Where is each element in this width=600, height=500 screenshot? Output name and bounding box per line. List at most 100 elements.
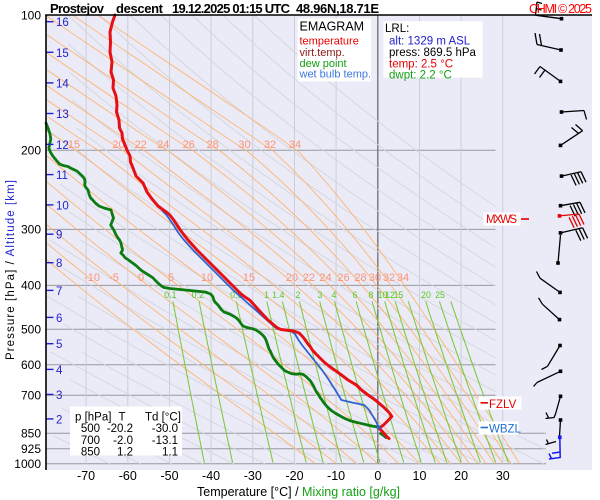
svg-text:LRL:: LRL:	[385, 23, 409, 35]
svg-text:MXWS: MXWS	[486, 214, 517, 226]
svg-text:11: 11	[56, 170, 68, 182]
svg-text:19.12.2025 01:15 UTC: 19.12.2025 01:15 UTC	[172, 1, 291, 16]
svg-text:850: 850	[21, 427, 41, 441]
svg-text:6: 6	[56, 313, 62, 325]
svg-text:22: 22	[135, 139, 147, 151]
svg-text:9: 9	[56, 230, 62, 242]
svg-text:500: 500	[81, 423, 100, 435]
svg-text:3: 3	[56, 390, 62, 402]
svg-text:-40: -40	[202, 469, 220, 483]
svg-text:Pressure [hPa] / Altitude [k: Pressure [hPa] / Altitude [km]	[5, 180, 17, 360]
svg-text:12: 12	[56, 140, 69, 152]
svg-text:EMAGRAM: EMAGRAM	[300, 20, 365, 34]
svg-text:press: 869.5 hPa: press: 869.5 hPa	[389, 47, 477, 59]
svg-text:24: 24	[319, 272, 331, 284]
svg-text:26: 26	[337, 272, 349, 284]
svg-text:30: 30	[496, 469, 510, 483]
svg-text:alt: 1329 m ASL: alt: 1329 m ASL	[389, 36, 471, 48]
svg-text:22: 22	[303, 272, 315, 284]
svg-text:20: 20	[421, 290, 431, 300]
svg-text:-2.0: -2.0	[113, 435, 133, 447]
svg-text:1.4: 1.4	[272, 290, 284, 300]
svg-text:wet bulb temp.: wet bulb temp.	[299, 69, 372, 81]
svg-text:-30: -30	[244, 469, 262, 483]
svg-text:0.5: 0.5	[230, 290, 242, 300]
svg-text:400: 400	[21, 279, 41, 293]
svg-text:7: 7	[56, 286, 62, 298]
svg-text:28: 28	[207, 139, 219, 151]
svg-text:500: 500	[21, 323, 41, 337]
svg-text:0.2: 0.2	[192, 290, 204, 300]
svg-text:1.2: 1.2	[117, 447, 133, 459]
svg-text:15: 15	[394, 290, 404, 300]
svg-text:32: 32	[383, 272, 395, 284]
svg-text:300: 300	[21, 223, 41, 237]
svg-text:Td [°C]: Td [°C]	[145, 412, 181, 424]
svg-text:4: 4	[56, 365, 63, 377]
svg-text:5: 5	[56, 339, 62, 351]
svg-text:-20.2: -20.2	[107, 423, 133, 435]
svg-text:15: 15	[68, 139, 80, 151]
svg-text:28: 28	[354, 272, 366, 284]
svg-text:24: 24	[157, 139, 169, 151]
svg-text:temperature: temperature	[300, 36, 359, 48]
svg-text:T: T	[119, 412, 126, 424]
svg-text:14: 14	[56, 78, 69, 90]
svg-text:descent: descent	[116, 1, 164, 16]
svg-text:700: 700	[81, 435, 100, 447]
svg-text:CHMI © 2025: CHMI © 2025	[529, 2, 592, 16]
svg-text:-60: -60	[119, 469, 137, 483]
svg-text:Temperature [°C] / Mixing ra: Temperature [°C] / Mixing ratio [g/kg]	[197, 485, 400, 499]
svg-text:2: 2	[56, 414, 62, 426]
svg-text:15: 15	[56, 48, 69, 60]
svg-text:925: 925	[21, 442, 41, 456]
svg-text:dew point: dew point	[300, 58, 347, 70]
svg-text:100: 100	[21, 8, 41, 22]
svg-text:-50: -50	[160, 469, 178, 483]
svg-text:0.1: 0.1	[164, 290, 176, 300]
svg-text:20: 20	[112, 139, 124, 151]
svg-text:-30.0: -30.0	[152, 423, 178, 435]
svg-text:-10: -10	[327, 469, 345, 483]
svg-text:0: 0	[138, 272, 144, 284]
svg-text:10: 10	[378, 290, 388, 300]
svg-text:26: 26	[183, 139, 195, 151]
svg-text:34: 34	[289, 139, 301, 151]
svg-text:Prostejov: Prostejov	[50, 1, 105, 16]
svg-text:200: 200	[21, 144, 41, 158]
svg-text:10: 10	[413, 469, 427, 483]
svg-text:8: 8	[56, 258, 62, 270]
svg-text:15: 15	[243, 272, 255, 284]
svg-text:0: 0	[374, 469, 381, 483]
svg-text:-10: -10	[84, 272, 100, 284]
svg-text:1000: 1000	[14, 457, 41, 471]
svg-text:4: 4	[332, 290, 337, 300]
svg-text:6: 6	[353, 290, 358, 300]
svg-text:dwpt: 2.2 °C: dwpt: 2.2 °C	[389, 70, 452, 82]
svg-text:FZLV: FZLV	[489, 399, 517, 411]
svg-text:34: 34	[397, 272, 409, 284]
svg-text:WBZL: WBZL	[489, 424, 522, 436]
svg-text:-20: -20	[285, 469, 303, 483]
svg-text:1: 1	[264, 290, 269, 300]
svg-text:-70: -70	[77, 469, 95, 483]
svg-text:13: 13	[56, 109, 69, 121]
svg-text:30: 30	[238, 139, 250, 151]
svg-text:25: 25	[435, 290, 445, 300]
svg-text:700: 700	[21, 389, 41, 403]
svg-text:20: 20	[454, 469, 468, 483]
svg-text:temp: 2.5 °C: temp: 2.5 °C	[389, 59, 453, 71]
svg-text:-5: -5	[109, 272, 119, 284]
svg-text:48.96N,18.71E: 48.96N,18.71E	[296, 1, 379, 16]
svg-text:600: 600	[21, 358, 41, 372]
svg-text:12: 12	[385, 290, 395, 300]
svg-text:virt.temp.: virt.temp.	[300, 47, 345, 59]
svg-text:10: 10	[56, 200, 69, 212]
svg-text:32: 32	[264, 139, 276, 151]
svg-text:-13.1: -13.1	[152, 435, 178, 447]
svg-text:1.1: 1.1	[162, 447, 178, 459]
svg-text:p [hPa]: p [hPa]	[75, 412, 111, 424]
svg-text:5: 5	[168, 272, 174, 284]
svg-text:2: 2	[296, 290, 301, 300]
svg-text:8: 8	[369, 290, 374, 300]
